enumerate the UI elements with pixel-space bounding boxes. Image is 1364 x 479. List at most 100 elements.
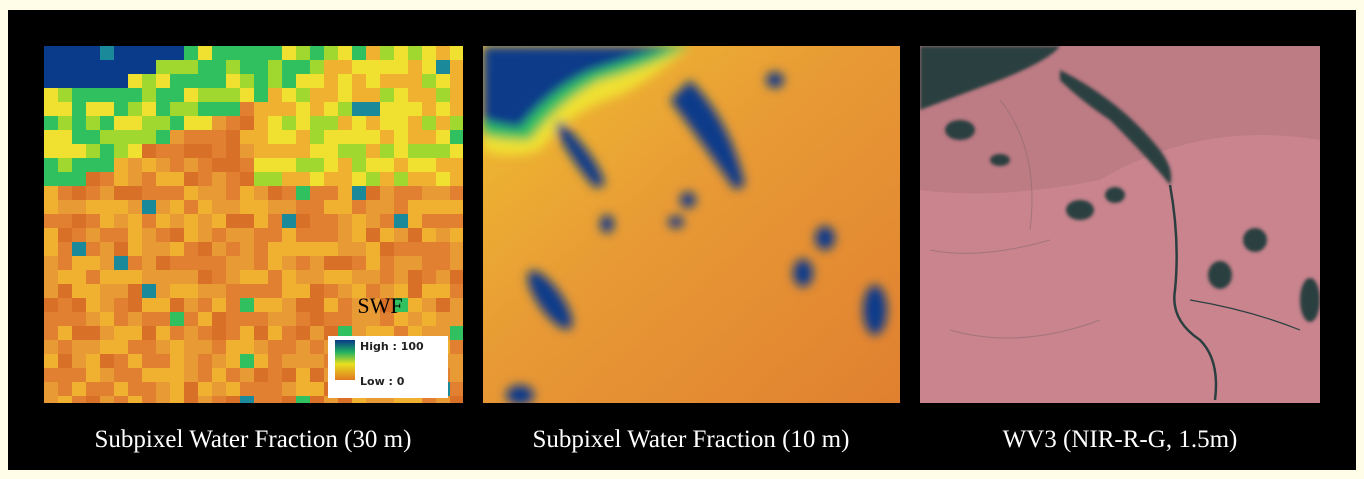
pixel (324, 242, 338, 256)
pixel (310, 256, 324, 270)
pixel (114, 130, 128, 144)
pixel (156, 214, 170, 228)
pixel (254, 200, 268, 214)
pixel (128, 88, 142, 102)
pixel (380, 144, 394, 158)
pixel (72, 130, 86, 144)
pixel (422, 186, 436, 200)
pixel (58, 340, 72, 354)
pixel (58, 326, 72, 340)
pixel (128, 172, 142, 186)
pixel (100, 130, 114, 144)
pixel (282, 242, 296, 256)
pixel (254, 256, 268, 270)
pixel (72, 312, 86, 326)
pixel (254, 214, 268, 228)
pixel (450, 256, 464, 270)
pixel (268, 74, 282, 88)
pixel (212, 242, 226, 256)
pixel (44, 186, 58, 200)
pixel (170, 46, 184, 60)
pixel (184, 312, 198, 326)
pixel (296, 172, 310, 186)
pixel (170, 88, 184, 102)
pixel (240, 242, 254, 256)
pixel (100, 60, 114, 74)
pixel (324, 158, 338, 172)
pixel (142, 298, 156, 312)
pixel (268, 312, 282, 326)
pixel (142, 340, 156, 354)
pixel (226, 256, 240, 270)
pixel (450, 130, 464, 144)
pixel (436, 102, 450, 116)
pixel (44, 116, 58, 130)
pixel (282, 368, 296, 382)
pixel (100, 284, 114, 298)
pixel (352, 172, 366, 186)
pixel (268, 214, 282, 228)
pixel (310, 354, 324, 368)
pixel (282, 284, 296, 298)
pixel (86, 186, 100, 200)
pixel (450, 298, 464, 312)
pixel (352, 214, 366, 228)
pixel (100, 172, 114, 186)
pixel (44, 172, 58, 186)
pixel (394, 214, 408, 228)
pixel (226, 270, 240, 284)
pixel (296, 74, 310, 88)
pixel (422, 172, 436, 186)
pixel (142, 270, 156, 284)
pixel (380, 214, 394, 228)
pixel (58, 256, 72, 270)
pixel (380, 242, 394, 256)
pixel (352, 242, 366, 256)
pixel (170, 340, 184, 354)
pixel (156, 74, 170, 88)
pixel (450, 340, 464, 354)
pixel (86, 284, 100, 298)
pixel (380, 130, 394, 144)
pixel (156, 228, 170, 242)
pixel (170, 186, 184, 200)
pixel (142, 144, 156, 158)
pixel (226, 382, 240, 396)
pixel (324, 172, 338, 186)
pixel (72, 270, 86, 284)
pixel (100, 256, 114, 270)
pixel (436, 116, 450, 130)
pixel (184, 74, 198, 88)
pixel (310, 326, 324, 340)
pixel (310, 228, 324, 242)
pixel (58, 284, 72, 298)
pixel (296, 158, 310, 172)
pixel (450, 382, 464, 396)
pixel (114, 242, 128, 256)
pixel (184, 242, 198, 256)
pixel (142, 284, 156, 298)
pixel (310, 312, 324, 326)
pixel (212, 186, 226, 200)
pixel (338, 130, 352, 144)
pixel (240, 186, 254, 200)
pixel (408, 242, 422, 256)
pixel (366, 270, 380, 284)
pixel (170, 312, 184, 326)
pixel (282, 256, 296, 270)
pixel (254, 60, 268, 74)
pixel (352, 200, 366, 214)
pixel (394, 158, 408, 172)
pixel (240, 284, 254, 298)
pixel (324, 102, 338, 116)
pixel (44, 382, 58, 396)
pixel (450, 46, 464, 60)
pixel (296, 256, 310, 270)
pixel (212, 46, 226, 60)
pixel (170, 144, 184, 158)
pixel (296, 284, 310, 298)
pixel (240, 88, 254, 102)
pixel (226, 88, 240, 102)
pixel (226, 214, 240, 228)
pixel (324, 284, 338, 298)
